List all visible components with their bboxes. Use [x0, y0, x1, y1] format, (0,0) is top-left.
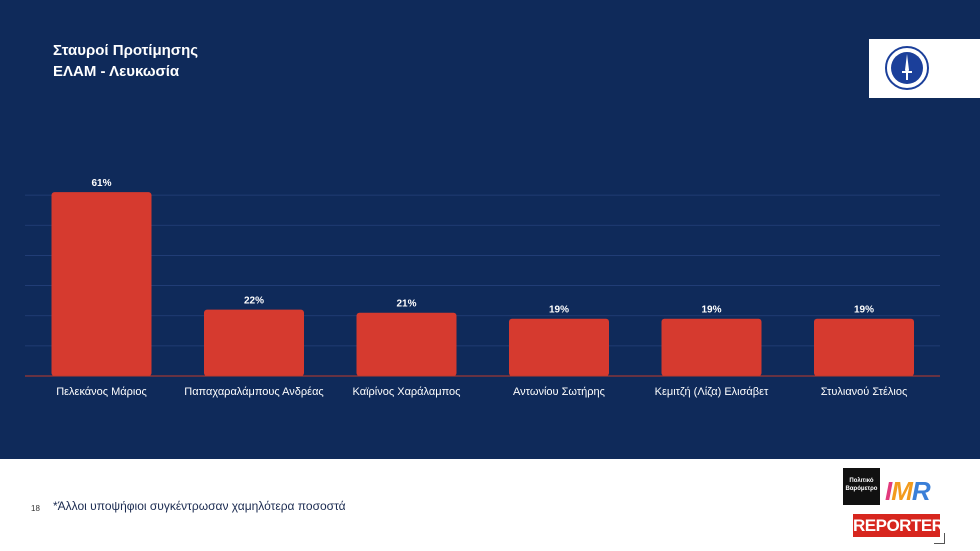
reporter-logo: REPORTER — [853, 514, 944, 537]
page-title: Σταυροί Προτίμησης ΕΛΑΜ - Λευκωσία — [53, 40, 198, 82]
data-label: 61% — [91, 178, 111, 189]
category-label: Πελεκάνος Μάριος — [56, 386, 147, 398]
politiko-barometro-logo: Πολιτικό Βαρόμετρο — [843, 468, 880, 505]
chart-panel — [0, 0, 980, 459]
category-label: Παπαχαραλάμπους Ανδρέας — [184, 386, 323, 398]
footnote: *Άλλοι υποψήφιοι συγκέντρωσαν χαμηλότερα… — [53, 499, 346, 513]
elam-logo — [869, 39, 980, 98]
bar — [814, 318, 914, 376]
data-label: 19% — [854, 305, 874, 316]
bar — [661, 318, 762, 376]
category-label: Κεμιτζή (Λίζα) Ελισάβετ — [655, 386, 769, 398]
category-label: Αντωνίου Σωτήρης — [513, 386, 605, 398]
data-label: 22% — [244, 296, 264, 307]
data-label: 21% — [396, 299, 416, 310]
elam-emblem-icon — [885, 46, 929, 90]
bar — [356, 312, 457, 376]
title-line-1: Σταυροί Προτίμησης — [53, 42, 199, 59]
data-label: 19% — [701, 305, 721, 316]
data-label: 19% — [549, 305, 569, 316]
bar — [509, 318, 609, 376]
bar — [204, 309, 304, 376]
imr-logo: IMR — [885, 476, 931, 506]
bar-chart: 61% Πελεκάνος Μάριος 22% Παπαχαραλάμπους Αν… — [25, 178, 940, 398]
title-line-2: ΕΛΑΜ - Λευκωσία — [53, 63, 180, 80]
page-number: 18 — [31, 504, 40, 513]
bar — [51, 192, 152, 376]
category-label: Καϊρίνος Χαράλαμπος — [353, 386, 461, 398]
corner-mark — [934, 533, 945, 544]
category-label: Στυλιανού Στέλιος — [821, 386, 908, 398]
